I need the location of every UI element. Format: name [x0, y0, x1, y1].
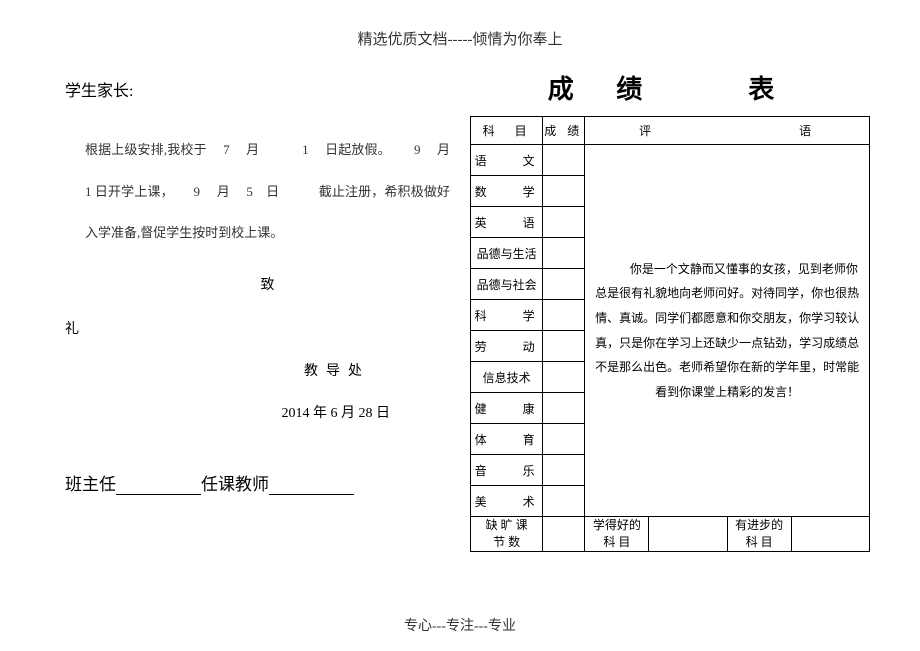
th-comment: 评 语	[585, 117, 870, 145]
greeting: 学生家长:	[65, 77, 450, 101]
subject-cell: 劳 动	[471, 331, 543, 362]
blank-teacher	[269, 478, 354, 495]
good-label-1: 学得好的	[585, 517, 648, 534]
good-label-2: 科 目	[585, 534, 648, 551]
score-cell	[543, 362, 585, 393]
closing-zhi: 致	[65, 274, 450, 294]
score-cell	[543, 331, 585, 362]
office-signature: 教导处	[65, 360, 450, 380]
grade-table: 科 目 成 绩 评 语 语 文 你是一个文静而又懂事的女孩，见到老师你总是很有礼…	[470, 116, 870, 552]
signature-line: 班主任 任课教师	[65, 470, 450, 495]
progress-label-2: 科 目	[728, 534, 791, 551]
subject-cell: 信息技术	[471, 362, 543, 393]
main-content: 学生家长: 根据上级安排,我校于 7 月 1 日起放假。 9 月 1 日开学上课…	[0, 49, 920, 552]
grade-table-title: 成 绩 表	[470, 69, 870, 106]
subject-cell: 英 语	[471, 207, 543, 238]
subject-cell: 健 康	[471, 393, 543, 424]
page-header: 精选优质文档-----倾情为你奉上	[0, 0, 920, 49]
subject-cell: 音 乐	[471, 455, 543, 486]
score-cell	[543, 393, 585, 424]
subject-cell: 品德与社会	[471, 269, 543, 300]
progress-label: 有进步的 科 目	[727, 517, 791, 552]
absent-label-1: 缺 旷 课	[471, 517, 542, 534]
score-cell	[543, 424, 585, 455]
score-cell	[543, 455, 585, 486]
progress-label-1: 有进步的	[728, 517, 791, 534]
sig-teacher-label: 任课教师	[201, 475, 269, 494]
closing-li: 礼	[65, 318, 450, 338]
comment-text: 你是一个文静而又懂事的女孩，见到老师你总是很有礼貌地向老师问好。对待同学，你也很…	[595, 262, 859, 399]
good-label: 学得好的 科 目	[585, 517, 649, 552]
score-cell	[543, 207, 585, 238]
notice-paragraph: 根据上级安排,我校于 7 月 1 日起放假。 9 月 1 日开学上课， 9 月 …	[65, 129, 450, 254]
subject-cell: 科 学	[471, 300, 543, 331]
absent-value	[543, 517, 585, 552]
comment-cell: 你是一个文静而又懂事的女孩，见到老师你总是很有礼貌地向老师问好。对待同学，你也很…	[585, 145, 870, 517]
absent-label-2: 节 数	[471, 534, 542, 551]
table-header-row: 科 目 成 绩 评 语	[471, 117, 870, 145]
right-column: 成 绩 表 科 目 成 绩 评 语 语 文 你是一个文静而又懂事的女孩，见到老师…	[470, 69, 870, 552]
subject-cell: 体 育	[471, 424, 543, 455]
score-cell	[543, 486, 585, 517]
score-cell	[543, 300, 585, 331]
absent-label: 缺 旷 课 节 数	[471, 517, 543, 552]
good-value	[649, 517, 727, 552]
table-row: 语 文 你是一个文静而又懂事的女孩，见到老师你总是很有礼貌地向老师问好。对待同学…	[471, 145, 870, 176]
page-footer: 专心---专注---专业	[0, 615, 920, 635]
progress-value	[791, 517, 869, 552]
subject-cell: 语 文	[471, 145, 543, 176]
date: 2014 年 6 月 28 日	[65, 402, 450, 422]
score-cell	[543, 176, 585, 207]
score-cell	[543, 269, 585, 300]
th-score: 成 绩	[543, 117, 585, 145]
blank-class	[116, 478, 201, 495]
th-subject: 科 目	[471, 117, 543, 145]
score-cell	[543, 145, 585, 176]
left-column: 学生家长: 根据上级安排,我校于 7 月 1 日起放假。 9 月 1 日开学上课…	[65, 69, 470, 552]
table-bottom-row: 缺 旷 课 节 数 学得好的 科 目 有进步的 科 目	[471, 517, 870, 552]
sig-class-label: 班主任	[65, 475, 116, 494]
subject-cell: 美 术	[471, 486, 543, 517]
subject-cell: 品德与生活	[471, 238, 543, 269]
subject-cell: 数 学	[471, 176, 543, 207]
score-cell	[543, 238, 585, 269]
